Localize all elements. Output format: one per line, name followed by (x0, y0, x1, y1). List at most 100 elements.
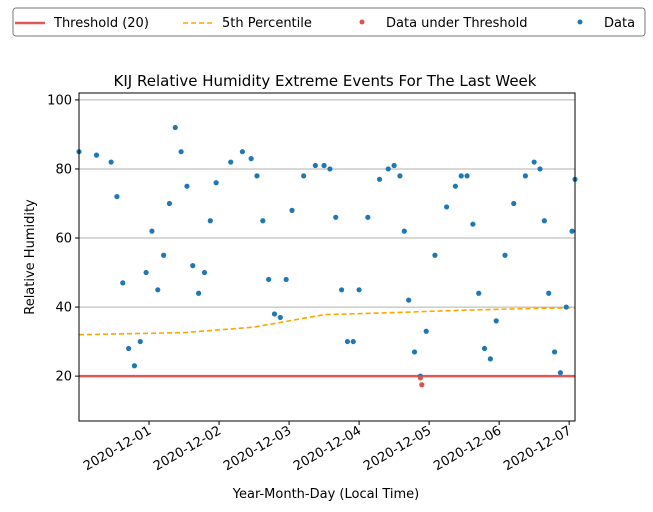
data-point (321, 162, 327, 169)
data-point (327, 166, 333, 172)
y-axis-ticks: 20 40 60 80 100 (47, 93, 79, 385)
data-point (464, 173, 470, 179)
data-point (143, 269, 149, 276)
legend-under-threshold-swatch (359, 19, 365, 25)
data-point (391, 162, 397, 169)
data-point (493, 318, 499, 324)
data-point (452, 183, 458, 189)
x-tick-label: 2020-12-03 (221, 423, 294, 474)
data-point (432, 252, 438, 258)
data-point (502, 252, 508, 258)
percentile-layer (78, 306, 576, 336)
legend-data-swatch (577, 19, 583, 25)
data-point (423, 328, 429, 334)
under-threshold-point (417, 375, 423, 381)
under-threshold-points (417, 375, 425, 388)
plot-frame (78, 92, 576, 422)
y-tick-label: 40 (55, 301, 72, 316)
data-point (476, 290, 482, 296)
data-point (470, 221, 476, 227)
x-tick-label: 2020-12-07 (501, 423, 574, 474)
data-point (201, 269, 208, 276)
data-point (126, 345, 132, 352)
data-point (511, 200, 517, 207)
data-point (137, 338, 143, 345)
data-point (541, 218, 547, 224)
data-point (283, 276, 289, 283)
data-point (271, 311, 278, 317)
data-point (266, 276, 272, 283)
data-point (312, 162, 318, 169)
data-point (531, 159, 537, 165)
data-point (546, 290, 552, 296)
data-point (161, 252, 167, 258)
data-point (406, 297, 412, 303)
data-points (76, 124, 578, 379)
data-point (487, 356, 493, 362)
plot-area (79, 93, 575, 421)
chart-title: KIJ Relative Humidity Extreme Events For… (114, 72, 537, 90)
data-point (178, 149, 184, 155)
x-axis-label: Year-Month-Day (Local Time) (232, 487, 419, 502)
data-point (277, 314, 283, 321)
y-tick-label: 80 (55, 162, 72, 177)
legend-percentile-label: 5th Percentile (222, 16, 312, 31)
data-point (401, 228, 407, 234)
data-point (184, 183, 190, 189)
data-point (301, 173, 307, 179)
data-point (114, 193, 120, 200)
data-point (481, 345, 488, 352)
y-tick-label: 20 (55, 370, 72, 385)
data-point (344, 338, 351, 345)
data-point (563, 304, 569, 310)
data-point (522, 173, 529, 179)
y-tick-label: 60 (55, 232, 72, 247)
data-point (458, 173, 464, 179)
y-tick-label: 100 (47, 93, 72, 108)
data-point (172, 124, 178, 131)
data-point (190, 263, 196, 269)
data-point (260, 218, 266, 224)
data-point (196, 290, 202, 296)
legend-threshold-label: Threshold (20) (53, 16, 149, 31)
data-point (356, 287, 362, 293)
data-point (551, 349, 558, 355)
data-point (365, 214, 371, 220)
data-point (93, 152, 100, 158)
percentile-line (78, 306, 576, 336)
under-threshold-point (419, 382, 425, 388)
data-point (120, 280, 126, 286)
data-point (385, 166, 391, 172)
legend-data-label: Data (604, 16, 635, 31)
data-point (108, 159, 114, 165)
x-tick-label: 2020-12-02 (151, 423, 224, 474)
data-point (411, 349, 418, 355)
x-tick-label: 2020-12-04 (291, 423, 364, 474)
data-point (131, 363, 138, 369)
data-point (376, 176, 383, 182)
data-point (333, 214, 339, 220)
data-point (338, 287, 345, 293)
x-axis-ticks: 2020-12-012020-12-022020-12-032020-12-04… (81, 421, 574, 474)
data-point (350, 338, 356, 345)
data-point (155, 287, 161, 293)
data-point (166, 200, 173, 207)
legend: Threshold (20) 5th Percentile Data under… (12, 7, 646, 37)
data-point (213, 180, 219, 186)
data-point (557, 370, 564, 376)
data-point (397, 173, 403, 179)
data-point (254, 173, 260, 179)
data-point (228, 159, 234, 165)
x-tick-label: 2020-12-06 (431, 423, 504, 474)
data-point (537, 166, 543, 172)
legend-under-threshold-label: Data under Threshold (386, 16, 527, 31)
data-point (239, 149, 245, 155)
data-point (207, 218, 213, 224)
legend-box (12, 7, 646, 37)
y-axis-label: Relative Humidity (23, 199, 38, 315)
data-point (569, 228, 575, 234)
x-tick-label: 2020-12-05 (361, 423, 434, 474)
data-point (444, 204, 450, 210)
data-point (289, 207, 295, 213)
